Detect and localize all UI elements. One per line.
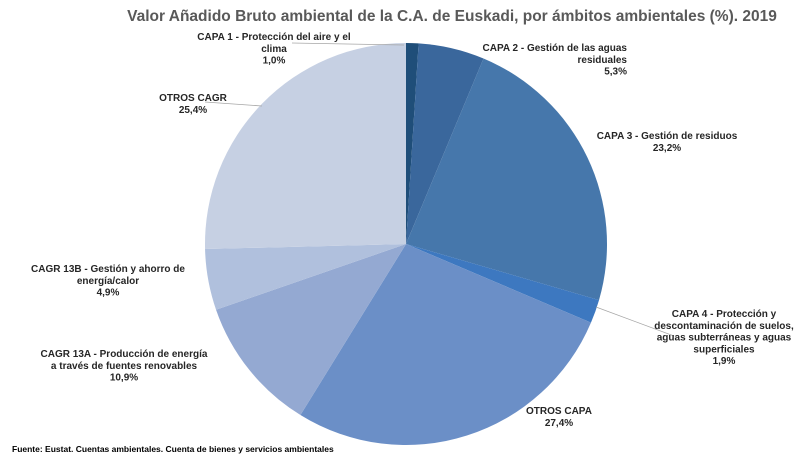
pie-slice [406, 43, 484, 245]
slice-value: 5,3% [604, 67, 627, 78]
slice-label: CAPA 2 - Gestión de las aguas residuales 5… [483, 43, 628, 78]
slice-label: CAPA 1 - Protección del aire y el clima 1,… [197, 32, 351, 67]
slice-label: CAPA 3 - Gestión de residuos 23,2% [597, 131, 738, 154]
pie-slice [406, 43, 419, 244]
leader-line [291, 42, 405, 46]
leader-lines [204, 42, 675, 337]
pie-slice [406, 58, 608, 301]
slice-value: 23,2% [653, 143, 681, 154]
chart-title: Valor Añadido Bruto ambiental de la C.A.… [127, 8, 777, 25]
pie-slice [216, 244, 406, 416]
leader-line [595, 306, 675, 337]
slice-value: 10,9% [110, 373, 138, 384]
pie-slice [300, 244, 591, 446]
slice-value: 1,9% [713, 356, 736, 367]
pie-slice [204, 42, 406, 250]
slice-label: OTROS CAPA 27,4% [526, 406, 592, 429]
slice-value: 27,4% [545, 418, 573, 429]
slice-value: 25,4% [179, 105, 207, 116]
slice-label: CAGR 13A - Producción de energía a través… [41, 349, 208, 384]
slice-labels: CAPA 1 - Protección del aire y el clima 1,… [31, 32, 794, 429]
slice-label: OTROS CAGR 25,4% [159, 93, 228, 116]
pie-slice [205, 244, 406, 310]
pie-slice [406, 244, 600, 323]
slice-label: CAPA 4 - Protección y descontaminación de… [654, 309, 794, 367]
source-note: Fuente: Eustat. Cuentas ambientales. Cue… [12, 444, 334, 454]
leader-line [204, 101, 263, 107]
slice-label: CAGR 13B - Gestión y ahorro de energía/ca… [31, 264, 185, 299]
slice-value: 4,9% [97, 288, 120, 299]
pie-slices [204, 42, 608, 446]
slice-value: 1,0% [263, 56, 286, 67]
